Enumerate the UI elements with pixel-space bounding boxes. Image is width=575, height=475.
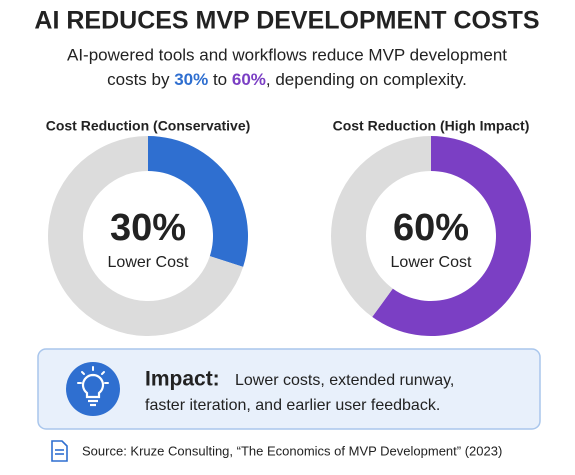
category-label: Lower Cost xyxy=(108,254,189,271)
source: Source: Kruze Consulting, “The Economics… xyxy=(82,443,502,458)
subtitle-low: 30% xyxy=(174,70,208,89)
category-label: Lower Cost xyxy=(391,254,472,271)
subtitle-text: , depending on complexity. xyxy=(266,70,467,89)
donut-segment xyxy=(148,136,249,267)
document-icon xyxy=(51,440,68,462)
subtitle: costs by 30% to 60%, depending on comple… xyxy=(107,70,467,89)
subtitle-text: to xyxy=(208,70,232,89)
chart-title: Cost Reduction (High Impact) xyxy=(333,118,530,134)
chart-title: Cost Reduction (Conservative) xyxy=(46,118,251,134)
impact-text: Lower costs, extended runway, xyxy=(235,372,454,389)
subtitle-text: costs by xyxy=(107,70,174,89)
subtitle: AI-powered tools and workflows reduce MV… xyxy=(67,45,507,64)
title: AI REDUCES MVP DEVELOPMENT COSTS xyxy=(34,7,539,35)
subtitle-high: 60% xyxy=(232,70,266,89)
donut-segment xyxy=(330,136,431,317)
donut-segment xyxy=(372,136,531,336)
bulb-icon xyxy=(66,362,120,416)
impact-label: Impact: xyxy=(145,368,220,391)
value-label: 30% xyxy=(110,207,186,249)
impact-text: faster iteration, and earlier user feedb… xyxy=(145,397,440,414)
donut-segment xyxy=(48,136,244,336)
impact-box xyxy=(37,348,541,430)
value-label: 60% xyxy=(393,207,469,249)
